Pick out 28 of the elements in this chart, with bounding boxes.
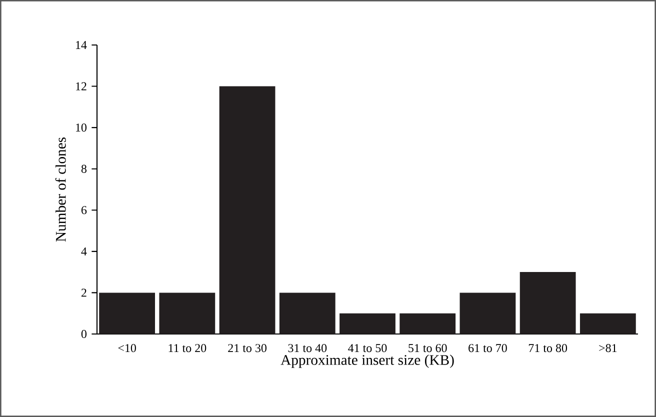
y-axis-title: Number of clones: [55, 137, 66, 242]
y-tick-label: 12: [76, 82, 86, 90]
bar: [520, 272, 576, 334]
x-tick-label: >81: [599, 344, 617, 352]
x-tick-label: 11 to 20: [168, 344, 206, 352]
y-tick-label: 0: [81, 330, 87, 338]
bar: [340, 313, 396, 334]
x-tick-label: 21 to 30: [228, 344, 266, 352]
bar: [99, 292, 156, 334]
y-tick-label: 4: [81, 247, 87, 256]
y-tick-label: 14: [76, 41, 87, 49]
x-tick-label: <10: [118, 344, 136, 352]
x-tick-label: 41 to 50: [348, 344, 387, 352]
bar: [219, 86, 276, 334]
y-tick-label: 10: [76, 124, 87, 132]
bar: [159, 292, 216, 334]
x-tick-label: 71 to 80: [528, 344, 568, 352]
x-tick-label: 61 to 70: [468, 344, 507, 352]
y-tick-label: 6: [81, 206, 87, 214]
bar: [460, 292, 516, 334]
x-axis-title: Approximate insert size (KB): [280, 354, 454, 368]
y-tick-label: 8: [81, 164, 87, 173]
y-tick-label: 2: [81, 288, 86, 297]
bar: [580, 313, 636, 334]
x-tick-label: 51 to 60: [408, 344, 447, 352]
bar: [400, 313, 456, 334]
x-tick-label: 31 to 40: [288, 344, 327, 352]
bar: [279, 292, 336, 334]
